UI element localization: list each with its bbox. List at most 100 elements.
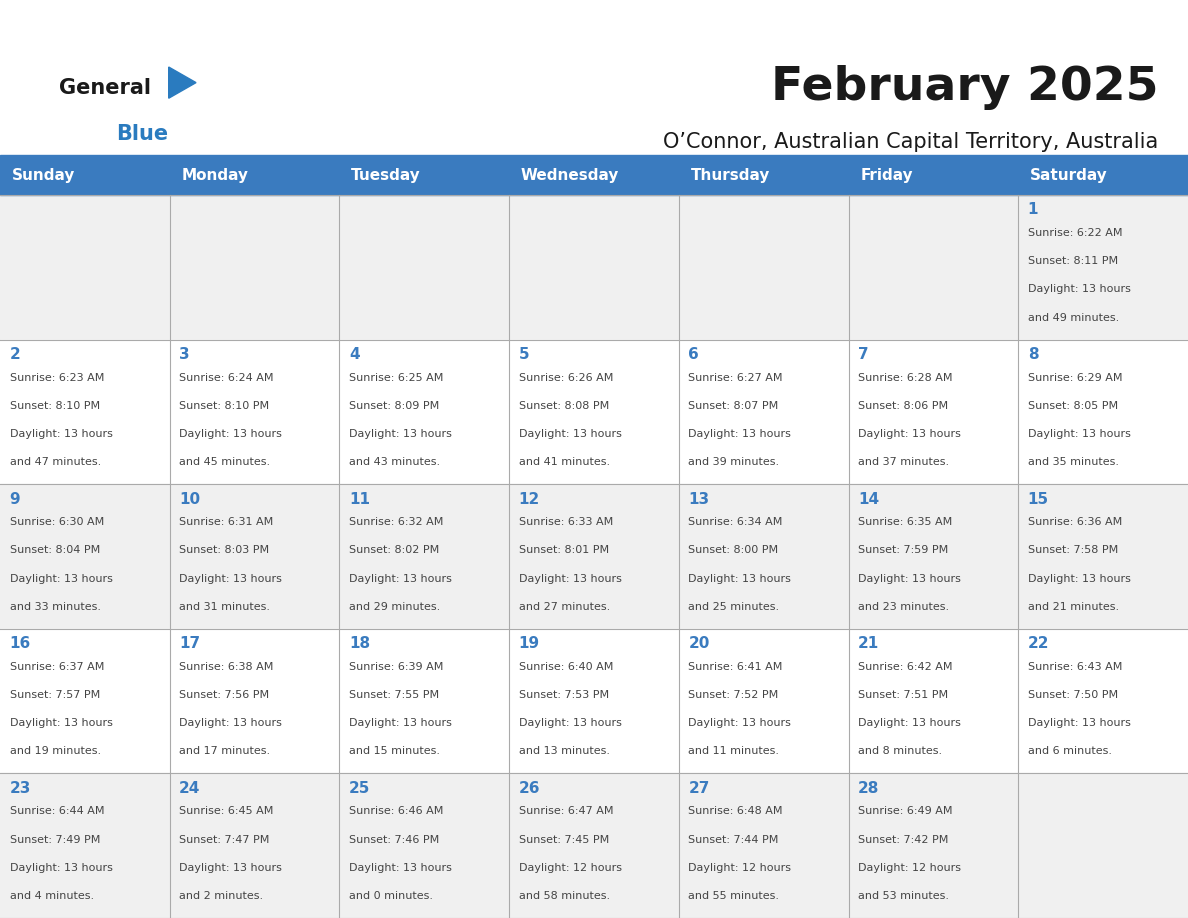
Text: and 13 minutes.: and 13 minutes. [519, 746, 609, 756]
Text: Sunset: 8:08 PM: Sunset: 8:08 PM [519, 401, 609, 411]
Text: 7: 7 [858, 347, 868, 362]
Text: Sunrise: 6:48 AM: Sunrise: 6:48 AM [688, 806, 783, 816]
Text: 10: 10 [179, 491, 201, 507]
Text: Sunrise: 6:43 AM: Sunrise: 6:43 AM [1028, 662, 1123, 672]
Text: and 8 minutes.: and 8 minutes. [858, 746, 942, 756]
Text: and 58 minutes.: and 58 minutes. [519, 891, 609, 901]
Text: Sunrise: 6:22 AM: Sunrise: 6:22 AM [1028, 228, 1123, 238]
Text: Sunset: 8:10 PM: Sunset: 8:10 PM [10, 401, 100, 411]
Text: Sunset: 7:55 PM: Sunset: 7:55 PM [349, 690, 440, 700]
Text: Sunrise: 6:33 AM: Sunrise: 6:33 AM [519, 517, 613, 527]
Text: Daylight: 13 hours: Daylight: 13 hours [10, 429, 113, 439]
Text: Sunset: 8:01 PM: Sunset: 8:01 PM [519, 545, 608, 555]
Text: 20: 20 [688, 636, 709, 651]
Text: and 19 minutes.: and 19 minutes. [10, 746, 101, 756]
Text: and 47 minutes.: and 47 minutes. [10, 457, 101, 467]
Text: Sunset: 7:47 PM: Sunset: 7:47 PM [179, 834, 270, 845]
Bar [0, 340, 1188, 484]
Text: Wednesday: Wednesday [522, 167, 619, 183]
Text: Sunset: 7:51 PM: Sunset: 7:51 PM [858, 690, 948, 700]
Text: Saturday: Saturday [1030, 167, 1108, 183]
Text: February 2025: February 2025 [771, 64, 1158, 110]
Text: 3: 3 [179, 347, 190, 362]
Text: 15: 15 [1028, 491, 1049, 507]
Text: and 2 minutes.: and 2 minutes. [179, 891, 264, 901]
Text: Sunrise: 6:42 AM: Sunrise: 6:42 AM [858, 662, 953, 672]
Text: Sunrise: 6:39 AM: Sunrise: 6:39 AM [349, 662, 443, 672]
Text: 18: 18 [349, 636, 369, 651]
Text: Sunrise: 6:37 AM: Sunrise: 6:37 AM [10, 662, 103, 672]
Text: Sunrise: 6:35 AM: Sunrise: 6:35 AM [858, 517, 953, 527]
Text: Daylight: 13 hours: Daylight: 13 hours [1028, 285, 1131, 295]
Text: Daylight: 13 hours: Daylight: 13 hours [1028, 718, 1131, 728]
Text: Sunset: 7:50 PM: Sunset: 7:50 PM [1028, 690, 1118, 700]
Text: Friday: Friday [860, 167, 914, 183]
Text: Daylight: 13 hours: Daylight: 13 hours [179, 429, 282, 439]
Text: Daylight: 13 hours: Daylight: 13 hours [1028, 429, 1131, 439]
Text: Sunset: 8:11 PM: Sunset: 8:11 PM [1028, 256, 1118, 266]
Text: Daylight: 13 hours: Daylight: 13 hours [688, 429, 791, 439]
Text: Sunset: 7:53 PM: Sunset: 7:53 PM [519, 690, 608, 700]
Text: 5: 5 [519, 347, 530, 362]
Text: Sunday: Sunday [12, 167, 75, 183]
Text: 6: 6 [688, 347, 699, 362]
Text: Sunrise: 6:24 AM: Sunrise: 6:24 AM [179, 373, 273, 383]
Text: 16: 16 [10, 636, 31, 651]
Text: Daylight: 13 hours: Daylight: 13 hours [349, 429, 451, 439]
Text: 23: 23 [10, 780, 31, 796]
Bar [0, 629, 1188, 773]
Text: and 31 minutes.: and 31 minutes. [179, 602, 270, 611]
Text: Thursday: Thursday [690, 167, 770, 183]
Text: Sunset: 8:07 PM: Sunset: 8:07 PM [688, 401, 778, 411]
Text: Daylight: 13 hours: Daylight: 13 hours [179, 718, 282, 728]
Text: Blue: Blue [116, 124, 169, 144]
Text: Daylight: 13 hours: Daylight: 13 hours [858, 574, 961, 584]
Text: Daylight: 12 hours: Daylight: 12 hours [858, 863, 961, 873]
Text: and 15 minutes.: and 15 minutes. [349, 746, 440, 756]
Text: Sunset: 7:45 PM: Sunset: 7:45 PM [519, 834, 609, 845]
Text: 8: 8 [1028, 347, 1038, 362]
Text: and 0 minutes.: and 0 minutes. [349, 891, 432, 901]
Text: Daylight: 13 hours: Daylight: 13 hours [179, 574, 282, 584]
Text: Sunrise: 6:49 AM: Sunrise: 6:49 AM [858, 806, 953, 816]
Text: Sunset: 8:06 PM: Sunset: 8:06 PM [858, 401, 948, 411]
Text: General: General [59, 78, 151, 98]
Text: Sunset: 7:59 PM: Sunset: 7:59 PM [858, 545, 948, 555]
Text: Daylight: 13 hours: Daylight: 13 hours [1028, 574, 1131, 584]
Text: 14: 14 [858, 491, 879, 507]
Text: and 49 minutes.: and 49 minutes. [1028, 313, 1119, 322]
Text: and 37 minutes.: and 37 minutes. [858, 457, 949, 467]
Text: Daylight: 12 hours: Daylight: 12 hours [519, 863, 621, 873]
Text: and 29 minutes.: and 29 minutes. [349, 602, 441, 611]
Text: Sunset: 8:04 PM: Sunset: 8:04 PM [10, 545, 100, 555]
Text: Daylight: 13 hours: Daylight: 13 hours [349, 863, 451, 873]
Text: O’Connor, Australian Capital Territory, Australia: O’Connor, Australian Capital Territory, … [663, 132, 1158, 152]
Text: Sunrise: 6:32 AM: Sunrise: 6:32 AM [349, 517, 443, 527]
Text: Sunset: 8:02 PM: Sunset: 8:02 PM [349, 545, 440, 555]
Text: and 25 minutes.: and 25 minutes. [688, 602, 779, 611]
Text: Sunrise: 6:47 AM: Sunrise: 6:47 AM [519, 806, 613, 816]
Text: and 17 minutes.: and 17 minutes. [179, 746, 271, 756]
Text: Sunrise: 6:46 AM: Sunrise: 6:46 AM [349, 806, 443, 816]
Text: and 6 minutes.: and 6 minutes. [1028, 746, 1112, 756]
Text: Tuesday: Tuesday [352, 167, 421, 183]
Text: Daylight: 13 hours: Daylight: 13 hours [10, 863, 113, 873]
Text: and 4 minutes.: and 4 minutes. [10, 891, 94, 901]
Text: Sunset: 8:00 PM: Sunset: 8:00 PM [688, 545, 778, 555]
Text: Daylight: 13 hours: Daylight: 13 hours [10, 574, 113, 584]
Text: Daylight: 13 hours: Daylight: 13 hours [519, 429, 621, 439]
Text: 12: 12 [519, 491, 539, 507]
Text: 9: 9 [10, 491, 20, 507]
Text: and 21 minutes.: and 21 minutes. [1028, 602, 1119, 611]
Text: and 41 minutes.: and 41 minutes. [519, 457, 609, 467]
Text: and 27 minutes.: and 27 minutes. [519, 602, 609, 611]
Text: Daylight: 12 hours: Daylight: 12 hours [688, 863, 791, 873]
Text: Sunrise: 6:44 AM: Sunrise: 6:44 AM [10, 806, 105, 816]
Text: and 35 minutes.: and 35 minutes. [1028, 457, 1119, 467]
Text: Sunrise: 6:36 AM: Sunrise: 6:36 AM [1028, 517, 1121, 527]
Text: Sunset: 7:57 PM: Sunset: 7:57 PM [10, 690, 100, 700]
Text: 11: 11 [349, 491, 369, 507]
Text: Sunset: 8:03 PM: Sunset: 8:03 PM [179, 545, 270, 555]
Text: Sunrise: 6:28 AM: Sunrise: 6:28 AM [858, 373, 953, 383]
Text: Daylight: 13 hours: Daylight: 13 hours [179, 863, 282, 873]
